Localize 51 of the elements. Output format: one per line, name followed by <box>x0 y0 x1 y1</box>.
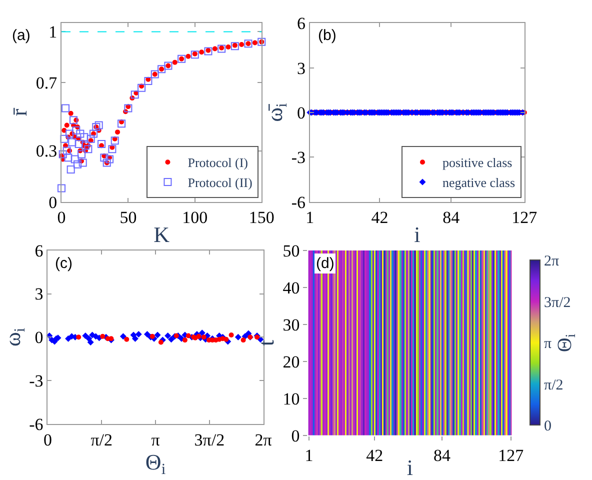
color-bar-label: π/2 <box>544 377 564 394</box>
x-tick-label: 3π/2 <box>194 430 225 450</box>
x-tick-label: 100 <box>182 208 208 228</box>
annotation: (d) <box>316 255 334 272</box>
x-tick-label: 127 <box>498 446 524 465</box>
x-axis-title: i <box>406 455 414 480</box>
x-tick-label: π <box>151 430 160 450</box>
y-tick-label: -6 <box>29 414 44 434</box>
legend-label: negative class <box>442 175 516 190</box>
y-axis-title: t <box>254 340 279 346</box>
legend-label: Protocol (II) <box>188 175 252 190</box>
text: (a) <box>12 27 30 44</box>
y-tick-label: -3 <box>291 148 306 168</box>
x-tick-label: 42 <box>366 446 384 465</box>
x-tick-label: 2π <box>254 430 272 450</box>
color-bar-label: 3π/2 <box>544 294 571 311</box>
y-tick-label: 1 <box>48 22 58 42</box>
color-bar-label: 0 <box>544 418 552 435</box>
y-tick-label: 6 <box>34 241 44 260</box>
annotation: (b) <box>318 27 336 44</box>
x-tick-label: 84 <box>442 208 460 228</box>
y-tick-label: -3 <box>29 372 44 391</box>
annotation: (c) <box>55 255 72 272</box>
y-tick-label: 10 <box>282 389 300 408</box>
y-axis-title: r̄ <box>6 107 32 116</box>
x-tick-label: 84 <box>434 446 452 465</box>
y-tick-label: 50 <box>282 241 300 260</box>
color-bar-label: 2π <box>544 254 560 270</box>
x-tick-label: π/2 <box>90 430 113 450</box>
y-tick-label: 0 <box>48 192 58 212</box>
x-tick-label: 127 <box>512 208 538 228</box>
x-tick-label: 150 <box>248 208 274 228</box>
legend-label: Protocol (I) <box>188 155 248 170</box>
y-tick-label: 30 <box>282 315 300 334</box>
y-tick-label: 0.3 <box>36 142 58 161</box>
x-tick-label: 50 <box>120 208 137 228</box>
y-tick-label: 0 <box>297 103 306 122</box>
color-bar-label: π <box>544 336 552 352</box>
y-tick-label: 0 <box>34 328 44 348</box>
x-axis-title: K <box>154 222 170 248</box>
y-tick-label: 6 <box>297 14 306 34</box>
legend-label: positive class <box>442 155 512 170</box>
y-tick-label: 40 <box>282 278 300 298</box>
y-tick-label: -6 <box>291 192 306 212</box>
x-axis-title: Θ$_{i}$ <box>145 449 166 478</box>
y-tick-label: 20 <box>282 352 300 372</box>
y-tick-label: 3 <box>34 284 44 304</box>
y-tick-label: 3 <box>297 58 306 78</box>
x-tick-label: 42 <box>371 208 388 228</box>
y-tick-label: 0.7 <box>36 74 58 93</box>
x-axis-title: i <box>414 222 420 248</box>
